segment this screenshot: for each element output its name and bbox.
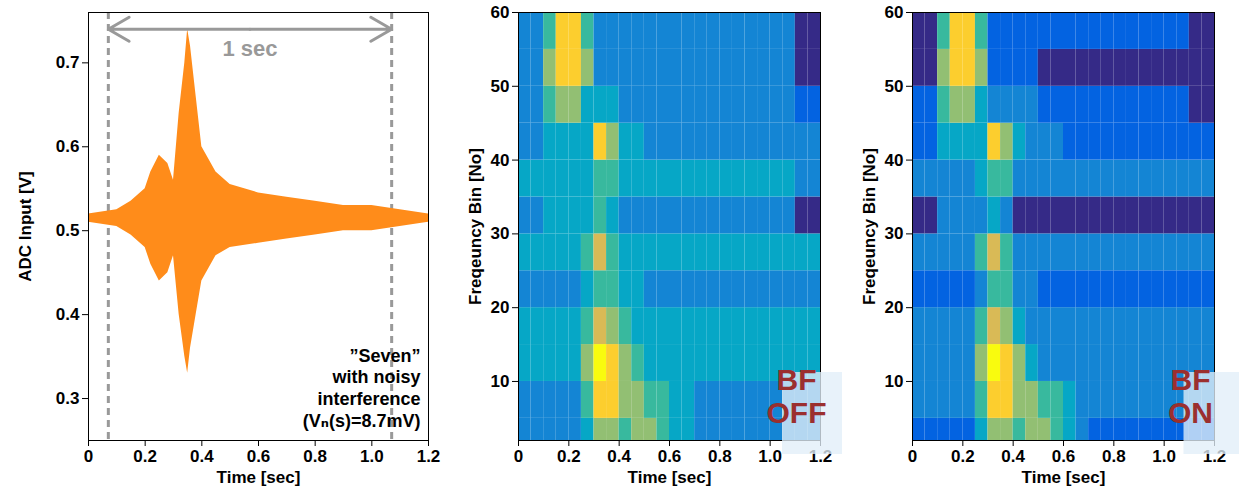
svg-text:50: 50: [885, 77, 904, 96]
svg-text:50: 50: [491, 77, 510, 96]
svg-text:1.0: 1.0: [360, 447, 384, 466]
svg-text:20: 20: [885, 298, 904, 317]
svg-text:10: 10: [491, 372, 510, 391]
svg-text:”Seven”with noisyinterference(: ”Seven”with noisyinterference(Vₙ(s)=8.7m…: [303, 346, 421, 431]
svg-text:1.2: 1.2: [1202, 446, 1227, 466]
svg-text:0.8: 0.8: [708, 447, 732, 466]
svg-text:ADC Input [V]: ADC Input [V]: [16, 171, 35, 281]
svg-text:1.0: 1.0: [758, 447, 782, 466]
svg-text:BFOFF: BFOFF: [767, 363, 827, 429]
svg-text:1.2: 1.2: [417, 447, 441, 466]
svg-text:1.2: 1.2: [808, 446, 833, 466]
svg-text:Time [sec]: Time [sec]: [217, 468, 301, 487]
svg-text:1.0: 1.0: [1152, 447, 1176, 466]
svg-text:Time [sec]: Time [sec]: [1022, 468, 1106, 487]
svg-text:0.4: 0.4: [190, 447, 214, 466]
svg-text:30: 30: [885, 224, 904, 243]
svg-text:0.4: 0.4: [56, 305, 80, 324]
svg-text:20: 20: [491, 298, 510, 317]
svg-text:0.4: 0.4: [607, 447, 631, 466]
svg-text:0.6: 0.6: [658, 447, 682, 466]
svg-text:0: 0: [84, 447, 93, 466]
svg-text:0.2: 0.2: [951, 447, 975, 466]
svg-text:40: 40: [491, 151, 510, 170]
svg-text:0: 0: [514, 447, 523, 466]
svg-text:0.2: 0.2: [133, 447, 157, 466]
svg-text:30: 30: [491, 224, 510, 243]
svg-text:0.8: 0.8: [1102, 447, 1126, 466]
svg-text:0.8: 0.8: [303, 447, 327, 466]
svg-text:0.6: 0.6: [247, 447, 271, 466]
svg-text:0.2: 0.2: [557, 447, 581, 466]
svg-text:60: 60: [491, 3, 510, 22]
svg-text:0.6: 0.6: [1052, 447, 1076, 466]
svg-text:0.5: 0.5: [56, 221, 80, 240]
svg-text:Freqeuncy Bin [No]: Freqeuncy Bin [No]: [466, 148, 485, 305]
svg-text:0.3: 0.3: [56, 389, 80, 408]
svg-text:BFON: BFON: [1168, 363, 1213, 429]
svg-text:10: 10: [885, 372, 904, 391]
svg-text:60: 60: [885, 3, 904, 22]
svg-text:Time [sec]: Time [sec]: [628, 468, 712, 487]
svg-text:0: 0: [908, 447, 917, 466]
svg-text:0.6: 0.6: [56, 137, 80, 156]
svg-text:Freqeuncy Bin [No]: Freqeuncy Bin [No]: [860, 148, 879, 305]
svg-text:40: 40: [885, 151, 904, 170]
svg-text:0.4: 0.4: [1001, 447, 1025, 466]
svg-text:1 sec: 1 sec: [222, 36, 277, 61]
svg-text:0.7: 0.7: [56, 53, 80, 72]
